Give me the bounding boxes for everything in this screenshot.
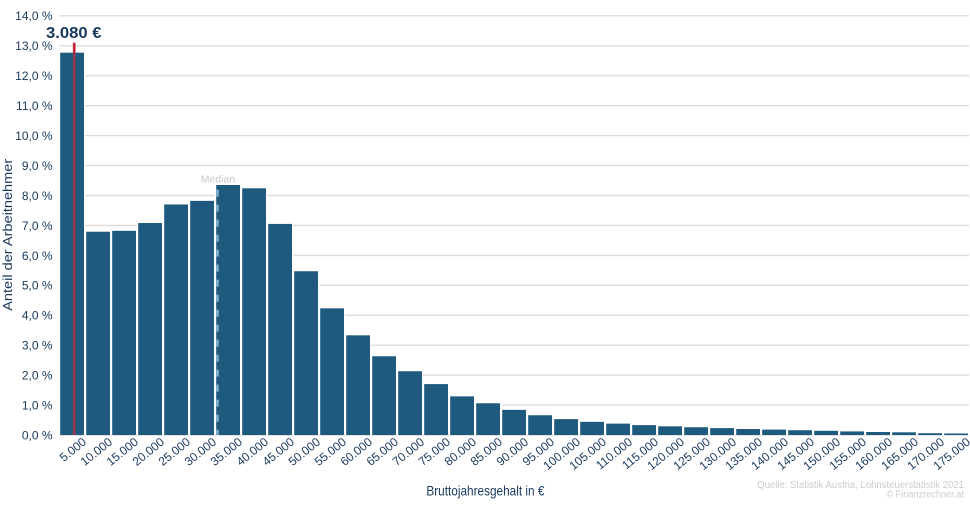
svg-text:5,0 %: 5,0 %	[22, 279, 53, 293]
svg-text:8,0 %: 8,0 %	[22, 189, 53, 203]
svg-text:12,0 %: 12,0 %	[15, 69, 53, 83]
svg-text:13,0 %: 13,0 %	[15, 39, 53, 53]
svg-text:Quelle: Statistik Austria, Loh: Quelle: Statistik Austria, Lohnsteuersta…	[757, 479, 964, 491]
svg-text:4,0 %: 4,0 %	[22, 309, 53, 323]
svg-text:1,0 %: 1,0 %	[22, 399, 53, 413]
svg-text:Bruttojahresgehalt in €: Bruttojahresgehalt in €	[426, 483, 544, 499]
svg-text:2,0 %: 2,0 %	[22, 369, 53, 383]
svg-text:Anteil der Arbeitnehmer: Anteil der Arbeitnehmer	[0, 158, 15, 311]
svg-text:3.080 €: 3.080 €	[46, 25, 102, 42]
svg-text:11,0 %: 11,0 %	[16, 99, 53, 113]
svg-text:3,0 %: 3,0 %	[22, 339, 53, 353]
svg-text:14,0 %: 14,0 %	[15, 9, 53, 23]
svg-text:9,0 %: 9,0 %	[22, 159, 53, 173]
svg-text:Median: Median	[201, 174, 236, 186]
svg-text:0,0 %: 0,0 %	[22, 428, 53, 442]
svg-text:6,0 %: 6,0 %	[22, 249, 53, 263]
svg-text:7,0 %: 7,0 %	[22, 219, 53, 233]
svg-text:10,0 %: 10,0 %	[15, 129, 53, 143]
svg-text:© Finanzrechner.at: © Finanzrechner.at	[886, 488, 964, 500]
